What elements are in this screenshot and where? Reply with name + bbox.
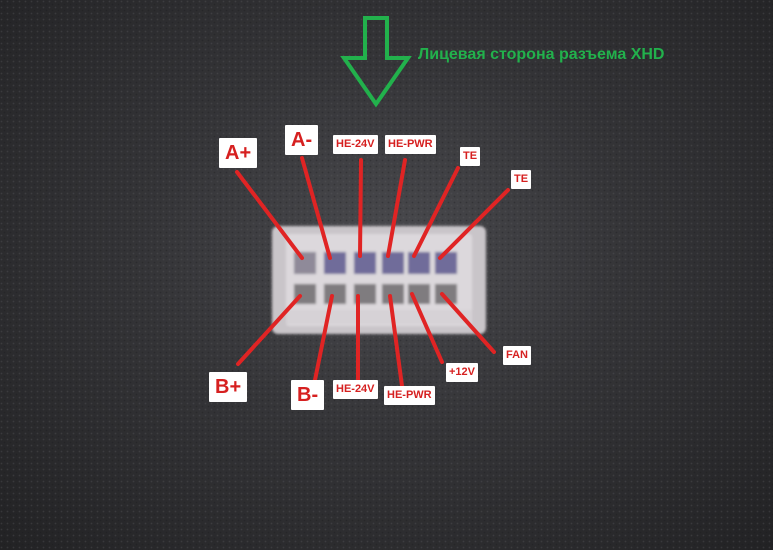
xhd-connector: [272, 226, 486, 334]
label-hepwr-top: HE-PWR: [385, 135, 436, 154]
down-arrow-icon: [340, 16, 412, 108]
connector-face-caption: Лицевая сторона разъема XHD: [418, 46, 665, 63]
label-te-1: TE: [460, 147, 481, 166]
label-hepwr-bottom: HE-PWR: [384, 386, 435, 405]
label-plus12v: +12V: [446, 363, 478, 382]
label-b-minus: B-: [291, 380, 325, 410]
label-b-plus: B+: [209, 372, 248, 402]
label-he24v-bottom: HE-24V: [333, 380, 378, 399]
label-fan: FAN: [503, 346, 531, 365]
pointer-lines: [235, 156, 510, 388]
label-te-2: TE: [511, 170, 532, 189]
label-a-plus: A+: [219, 138, 258, 168]
label-he24v-top: HE-24V: [333, 135, 378, 154]
label-a-minus: A-: [285, 125, 319, 155]
